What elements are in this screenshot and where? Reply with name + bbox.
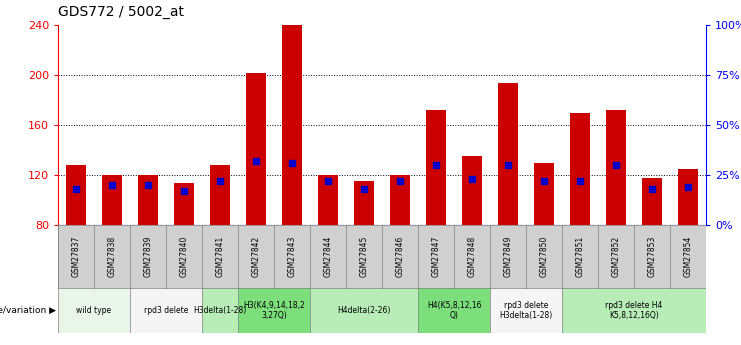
Text: GSM27841: GSM27841 — [216, 236, 225, 277]
Text: GSM27840: GSM27840 — [179, 236, 188, 277]
Bar — [166, 225, 202, 288]
Bar — [498, 82, 518, 225]
Text: GSM27847: GSM27847 — [431, 236, 440, 277]
Bar — [490, 288, 562, 333]
Bar — [58, 288, 130, 333]
Bar — [94, 225, 130, 288]
Bar — [670, 225, 706, 288]
Text: H4(K5,8,12,16
Q): H4(K5,8,12,16 Q) — [427, 301, 481, 320]
Bar — [130, 225, 166, 288]
Text: GSM27848: GSM27848 — [468, 236, 476, 277]
Text: H3delta(1-28): H3delta(1-28) — [193, 306, 247, 315]
Bar — [390, 175, 410, 225]
Text: H3(K4,9,14,18,2
3,27Q): H3(K4,9,14,18,2 3,27Q) — [243, 301, 305, 320]
Bar — [534, 162, 554, 225]
Text: GSM27842: GSM27842 — [251, 236, 261, 277]
Text: GSM27852: GSM27852 — [611, 236, 620, 277]
Text: H4delta(2-26): H4delta(2-26) — [337, 306, 391, 315]
Bar — [174, 183, 194, 225]
Bar — [354, 181, 374, 225]
Bar — [202, 225, 238, 288]
Text: rpd3 delete: rpd3 delete — [144, 306, 188, 315]
Bar — [570, 112, 590, 225]
Bar — [102, 175, 122, 225]
Text: GSM27846: GSM27846 — [396, 236, 405, 277]
Bar — [310, 225, 346, 288]
Text: rpd3 delete
H3delta(1-28): rpd3 delete H3delta(1-28) — [499, 301, 553, 320]
Bar — [454, 225, 490, 288]
Text: GSM27843: GSM27843 — [288, 236, 296, 277]
Text: GSM27849: GSM27849 — [503, 236, 513, 277]
Text: GSM27837: GSM27837 — [71, 236, 81, 277]
Bar — [418, 288, 490, 333]
Bar — [382, 225, 418, 288]
Text: GDS772 / 5002_at: GDS772 / 5002_at — [58, 4, 184, 19]
Bar — [282, 25, 302, 225]
Text: GSM27845: GSM27845 — [359, 236, 368, 277]
Bar — [130, 288, 202, 333]
Text: GSM27844: GSM27844 — [324, 236, 333, 277]
Bar — [426, 110, 446, 225]
Bar — [274, 225, 310, 288]
Bar — [66, 165, 86, 225]
Bar — [462, 156, 482, 225]
Bar — [606, 110, 626, 225]
Bar — [526, 225, 562, 288]
Text: GSM27850: GSM27850 — [539, 236, 548, 277]
Bar — [418, 225, 454, 288]
Bar — [490, 225, 526, 288]
Bar — [58, 225, 94, 288]
Bar — [138, 175, 158, 225]
Text: GSM27838: GSM27838 — [107, 236, 116, 277]
Bar — [642, 177, 662, 225]
Text: GSM27839: GSM27839 — [144, 236, 153, 277]
Text: genotype/variation ▶: genotype/variation ▶ — [0, 306, 56, 315]
Bar — [246, 72, 266, 225]
Bar — [598, 225, 634, 288]
Bar — [562, 225, 598, 288]
Bar — [318, 175, 338, 225]
Bar — [562, 288, 706, 333]
Bar — [210, 165, 230, 225]
Text: wild type: wild type — [76, 306, 112, 315]
Bar — [678, 169, 698, 225]
Bar — [634, 225, 670, 288]
Bar — [202, 288, 238, 333]
Bar — [310, 288, 418, 333]
Text: rpd3 delete H4
K5,8,12,16Q): rpd3 delete H4 K5,8,12,16Q) — [605, 301, 662, 320]
Bar — [238, 225, 274, 288]
Text: GSM27851: GSM27851 — [576, 236, 585, 277]
Bar — [346, 225, 382, 288]
Text: GSM27853: GSM27853 — [648, 236, 657, 277]
Text: GSM27854: GSM27854 — [683, 236, 693, 277]
Bar — [238, 288, 310, 333]
